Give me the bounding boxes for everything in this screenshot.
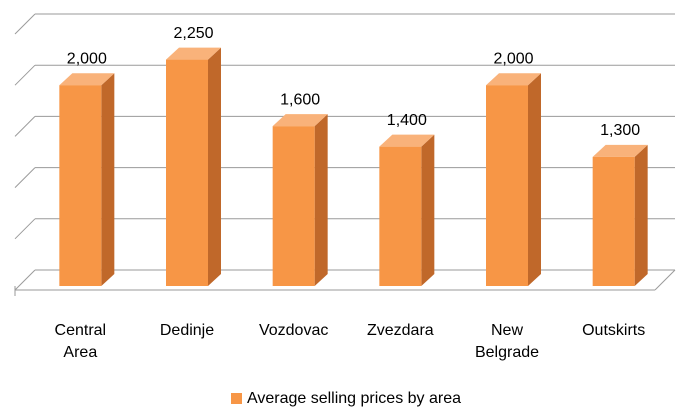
bar — [272, 126, 315, 286]
grid-line — [14, 269, 36, 291]
bar-side — [634, 144, 648, 286]
bar-side — [314, 114, 328, 286]
bar — [59, 85, 102, 286]
grid-line — [14, 218, 36, 240]
grid-line — [14, 64, 36, 86]
bar — [592, 156, 635, 286]
bar-side — [421, 134, 435, 286]
data-label: 1,300 — [600, 122, 640, 139]
grid-line — [14, 13, 36, 35]
grid-line — [14, 116, 36, 137]
bar-side — [208, 47, 221, 286]
x-tick-label: New Belgrade — [474, 322, 540, 361]
legend-swatch — [230, 393, 242, 404]
floor-edge — [654, 269, 676, 291]
bar-top — [166, 47, 221, 60]
bar-side — [101, 73, 115, 286]
bar-top — [486, 73, 541, 86]
bar-top — [592, 144, 648, 157]
bar-top — [379, 134, 435, 147]
x-tick-label: Vozdovac — [258, 322, 329, 339]
bar — [486, 85, 528, 286]
legend: Average selling prices by area — [0, 388, 692, 410]
grid-line — [14, 167, 36, 188]
bar — [379, 146, 422, 286]
data-label: 2,250 — [173, 25, 213, 42]
bar-top — [59, 73, 115, 86]
data-label: 2,000 — [67, 50, 107, 67]
legend-label: Average selling prices by area — [246, 390, 462, 407]
data-label: 1,400 — [387, 112, 427, 129]
bar — [166, 59, 208, 286]
data-label: 2,000 — [493, 50, 533, 67]
data-label: 1,600 — [280, 91, 320, 108]
bar-side — [528, 73, 541, 286]
x-tick-label: Outskirts — [582, 322, 646, 339]
x-tick-label: Zvezdara — [366, 322, 434, 339]
bar-top — [272, 114, 328, 127]
x-tick-label: Dedinje — [159, 322, 215, 339]
x-tick-label: Central Area — [54, 322, 107, 361]
